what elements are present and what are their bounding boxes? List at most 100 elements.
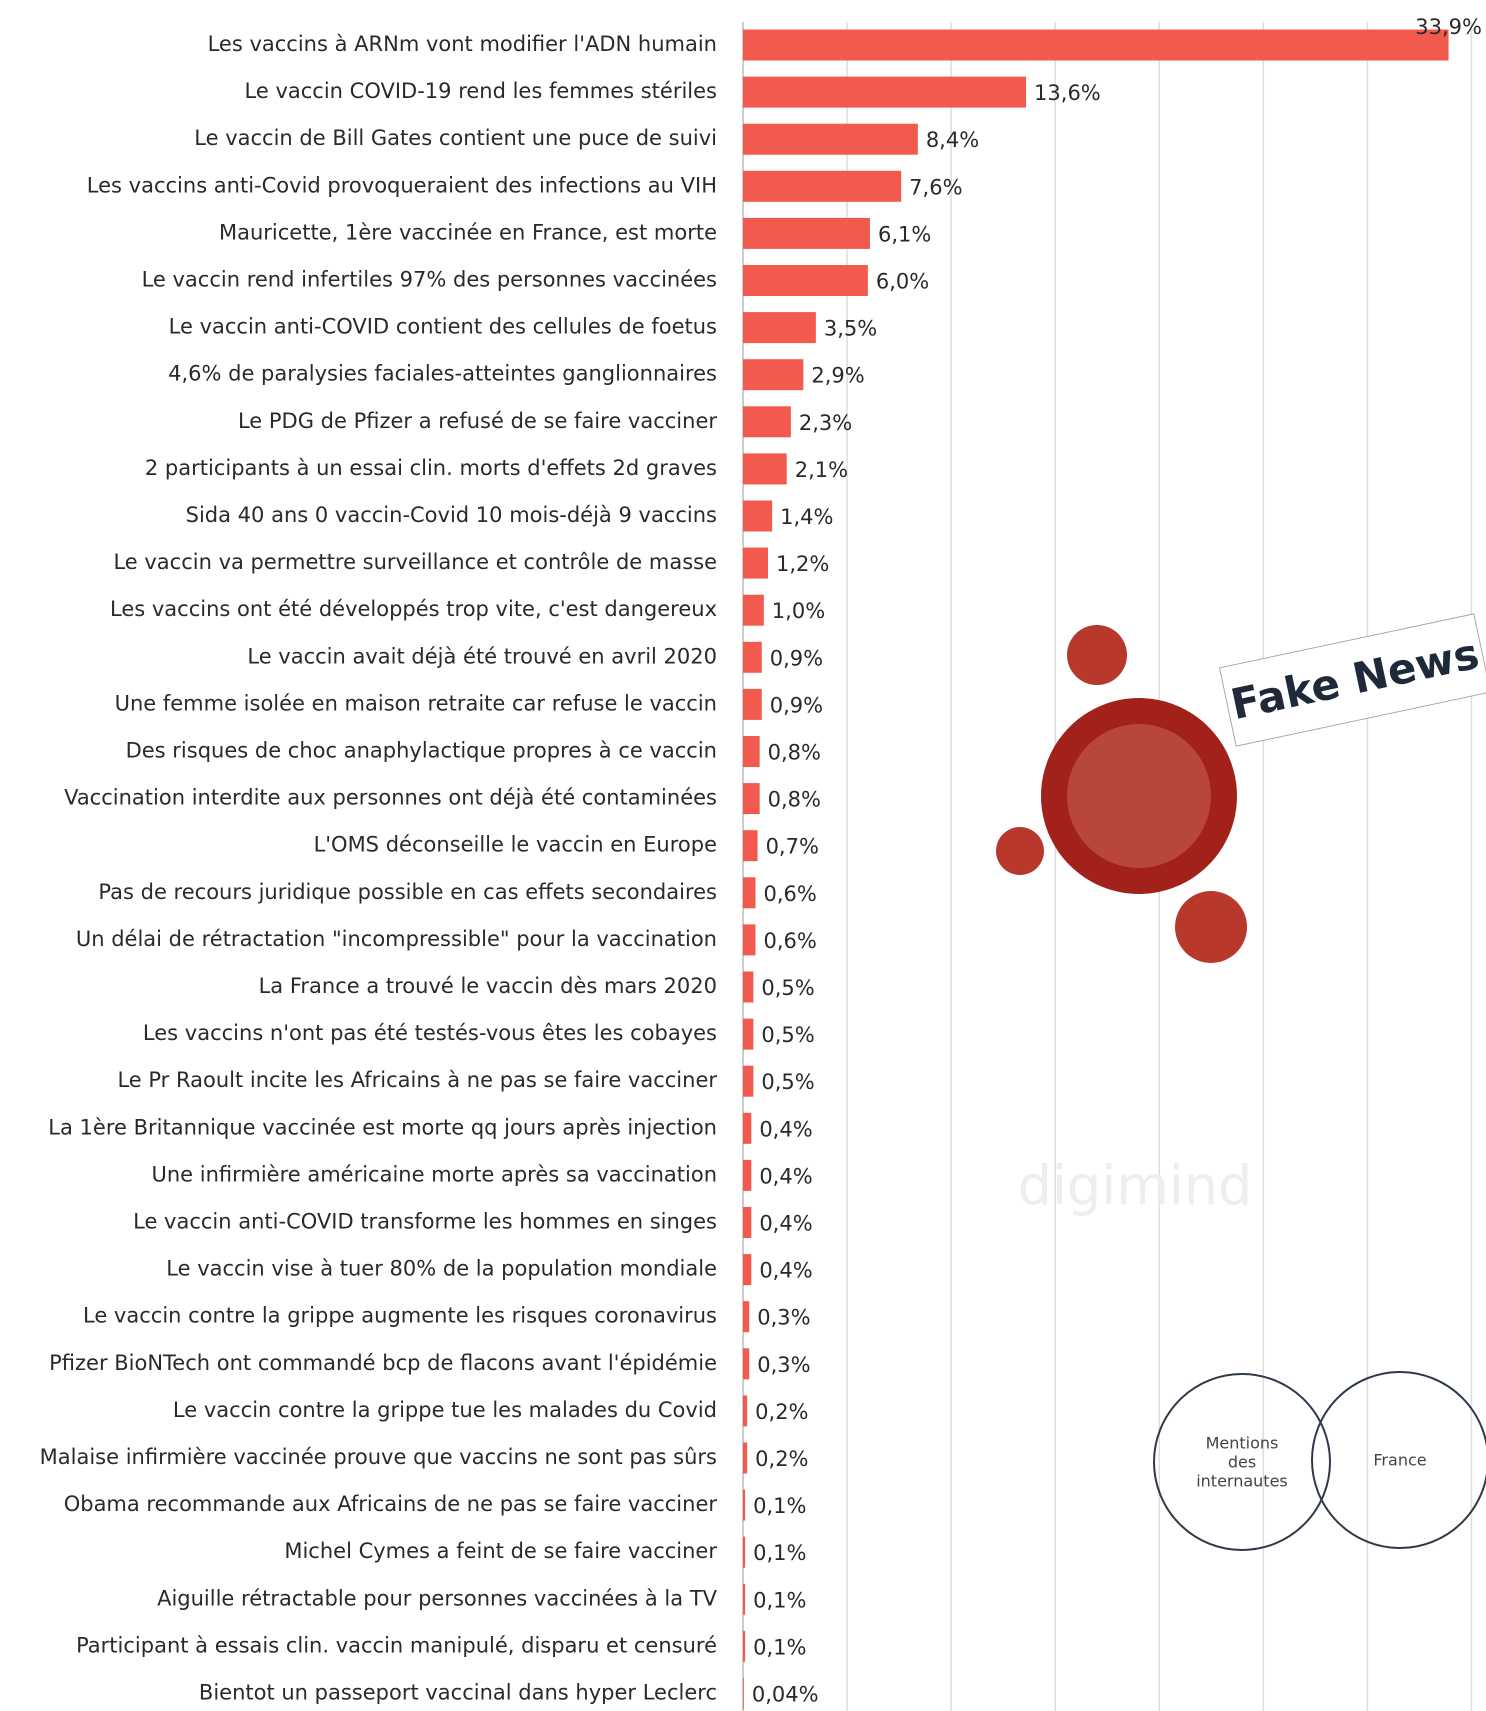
value-label: 6,0%: [876, 270, 929, 294]
bar: [743, 736, 760, 767]
value-label: 0,3%: [757, 1306, 810, 1330]
virus: [996, 827, 1044, 875]
category-label: Les vaccins anti-Covid provoqueraient de…: [87, 173, 717, 197]
bar: [743, 595, 764, 626]
value-label: 33,9%: [1415, 15, 1482, 39]
value-label: 0,4%: [759, 1212, 812, 1236]
bar: [743, 359, 803, 390]
bar: [743, 77, 1026, 108]
category-label: Obama recommande aux Africains de ne pas…: [64, 1492, 718, 1516]
value-label: 2,1%: [795, 458, 848, 482]
bar: [743, 783, 760, 814]
venn-label: France: [1352, 1451, 1448, 1470]
bar: [743, 501, 772, 532]
bar: [743, 124, 918, 155]
value-label: 0,5%: [761, 1023, 814, 1047]
category-label: Bientot un passeport vaccinal dans hyper…: [199, 1681, 717, 1705]
category-label: Malaise infirmière vaccinée prouve que v…: [40, 1445, 717, 1469]
bar: [743, 1631, 745, 1662]
bar: [743, 218, 870, 249]
category-label: Le vaccin anti-COVID contient des cellul…: [169, 315, 717, 339]
bar: [743, 453, 787, 484]
value-label: 1,0%: [772, 599, 825, 623]
category-label: Sida 40 ans 0 vaccin-Covid 10 mois-déjà …: [186, 503, 717, 527]
bar: [743, 1301, 749, 1332]
value-label: 0,8%: [768, 741, 821, 765]
value-label: 0,6%: [763, 882, 816, 906]
category-label: Le Pr Raoult incite les Africains à ne p…: [117, 1068, 717, 1092]
category-label: Le vaccin vise à tuer 80% de la populati…: [166, 1257, 717, 1281]
value-label: 0,9%: [770, 646, 823, 670]
bar: [743, 1254, 751, 1285]
category-label: Une femme isolée en maison retraite car …: [115, 691, 717, 715]
value-label: 0,8%: [768, 788, 821, 812]
bar: [743, 265, 868, 296]
value-label: 0,5%: [761, 1070, 814, 1094]
bar: [743, 1113, 751, 1144]
bar: [743, 1019, 753, 1050]
category-label: Les vaccins n'ont pas été testés-vous êt…: [143, 1021, 717, 1045]
watermark: digimind: [1018, 1155, 1253, 1218]
category-label: Le vaccin va permettre surveillance et c…: [113, 550, 717, 574]
value-label: 8,4%: [926, 128, 979, 152]
value-label: 2,3%: [799, 411, 852, 435]
category-label: Le vaccin rend infertiles 97% des person…: [142, 268, 717, 292]
category-label: La France a trouvé le vaccin dès mars 20…: [259, 974, 717, 998]
category-label: Le vaccin contre la grippe tue les malad…: [173, 1398, 717, 1422]
bar: [743, 830, 758, 861]
value-label: 13,6%: [1034, 81, 1101, 105]
category-label: Le vaccin contre la grippe augmente les …: [83, 1304, 717, 1328]
value-label: 0,1%: [753, 1635, 806, 1659]
category-label: Le vaccin de Bill Gates contient une puc…: [194, 126, 717, 150]
bar: [743, 1537, 745, 1568]
category-label: Des risques de choc anaphylactique propr…: [126, 739, 717, 763]
category-label: Participant à essais clin. vaccin manipu…: [76, 1633, 717, 1657]
category-label: Vaccination interdite aux personnes ont …: [64, 786, 717, 810]
category-label: Michel Cymes a feint de se faire vaccine…: [284, 1539, 717, 1563]
venn-label: Mentions des internautes: [1194, 1434, 1290, 1491]
value-label: 0,3%: [757, 1353, 810, 1377]
bar: [743, 1584, 745, 1615]
value-label: 0,6%: [763, 929, 816, 953]
value-label: 0,4%: [759, 1117, 812, 1141]
category-label: Le vaccin avait déjà été trouvé en avril…: [247, 644, 717, 668]
category-label: La 1ère Britannique vaccinée est morte q…: [48, 1115, 717, 1139]
badge: Fake News: [1220, 614, 1486, 746]
value-label: 0,2%: [755, 1400, 808, 1424]
bar: [743, 548, 768, 579]
bar: [743, 1348, 749, 1379]
category-label: Un délai de rétractation "incompressible…: [76, 927, 717, 951]
bar: [743, 1678, 744, 1709]
virus: [1067, 724, 1211, 868]
value-label: 1,2%: [776, 552, 829, 576]
value-label: 0,04%: [752, 1683, 819, 1707]
value-label: 0,4%: [759, 1259, 812, 1283]
category-label: Le PDG de Pfizer a refusé de se faire va…: [238, 409, 717, 433]
value-label: 0,4%: [759, 1164, 812, 1188]
category-label: Le vaccin COVID-19 rend les femmes stéri…: [245, 79, 717, 103]
virus: [1067, 625, 1127, 685]
bar: [743, 1066, 753, 1097]
bar: [743, 312, 816, 343]
value-label: 0,7%: [766, 835, 819, 859]
bar: [743, 689, 762, 720]
category-label: Une infirmière américaine morte après sa…: [151, 1162, 717, 1186]
bar: [743, 30, 1449, 61]
value-label: 0,1%: [753, 1494, 806, 1518]
bar: [743, 1207, 751, 1238]
page: Fake News digimind Les vaccins à ARNm vo…: [0, 0, 1486, 1711]
value-label: 0,2%: [755, 1447, 808, 1471]
bar: [743, 972, 753, 1003]
value-label: 0,9%: [770, 693, 823, 717]
category-label: Les vaccins ont été développés trop vite…: [110, 597, 717, 621]
category-label: Mauricette, 1ère vaccinée en France, est…: [219, 220, 717, 244]
bar: [743, 1443, 747, 1474]
bar: [743, 1160, 751, 1191]
bar: [743, 406, 791, 437]
bar: [743, 877, 755, 908]
value-label: 3,5%: [824, 317, 877, 341]
value-label: 0,1%: [753, 1588, 806, 1612]
category-label: Pas de recours juridique possible en cas…: [98, 880, 717, 904]
decoration: Fake News digimind: [996, 614, 1486, 1550]
category-label: Pfizer BioNTech ont commandé bcp de flac…: [49, 1351, 717, 1375]
